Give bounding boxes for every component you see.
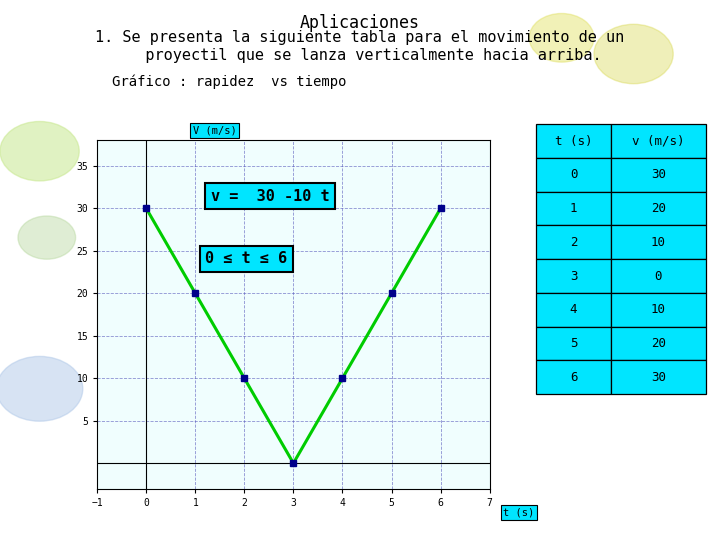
Text: Aplicaciones: Aplicaciones xyxy=(300,14,420,31)
Text: 10: 10 xyxy=(651,236,666,249)
Circle shape xyxy=(0,356,83,421)
Circle shape xyxy=(529,14,594,62)
Text: t (s): t (s) xyxy=(555,134,593,147)
FancyBboxPatch shape xyxy=(611,293,706,327)
Text: t (s): t (s) xyxy=(503,508,535,518)
FancyBboxPatch shape xyxy=(536,192,611,226)
FancyBboxPatch shape xyxy=(611,259,706,293)
FancyBboxPatch shape xyxy=(536,226,611,259)
Text: v =  30 -10 t: v = 30 -10 t xyxy=(210,188,329,204)
Text: 0: 0 xyxy=(570,168,577,181)
Text: 20: 20 xyxy=(651,202,666,215)
Circle shape xyxy=(18,216,76,259)
FancyBboxPatch shape xyxy=(611,361,706,394)
Text: 1. Se presenta la siguiente tabla para el movimiento de un: 1. Se presenta la siguiente tabla para e… xyxy=(95,30,625,45)
FancyBboxPatch shape xyxy=(536,327,611,361)
Text: 0: 0 xyxy=(654,269,662,282)
Text: v (m/s): v (m/s) xyxy=(632,134,685,147)
Text: 30: 30 xyxy=(651,371,666,384)
Text: 6: 6 xyxy=(570,371,577,384)
Text: proyectil que se lanza verticalmente hacia arriba.: proyectil que se lanza verticalmente hac… xyxy=(118,48,602,63)
FancyBboxPatch shape xyxy=(611,124,706,158)
Text: 5: 5 xyxy=(570,337,577,350)
Circle shape xyxy=(0,122,79,181)
FancyBboxPatch shape xyxy=(611,327,706,361)
FancyBboxPatch shape xyxy=(536,361,611,394)
FancyBboxPatch shape xyxy=(536,124,611,158)
Text: 4: 4 xyxy=(570,303,577,316)
Text: 20: 20 xyxy=(651,337,666,350)
Text: 10: 10 xyxy=(651,303,666,316)
Text: V (m/s): V (m/s) xyxy=(193,125,237,135)
Text: Gráfico : rapidez  vs tiempo: Gráfico : rapidez vs tiempo xyxy=(112,75,346,89)
FancyBboxPatch shape xyxy=(611,192,706,226)
Text: 3: 3 xyxy=(570,269,577,282)
FancyBboxPatch shape xyxy=(536,259,611,293)
Text: 2: 2 xyxy=(570,236,577,249)
Circle shape xyxy=(594,24,673,84)
FancyBboxPatch shape xyxy=(536,158,611,192)
Text: 30: 30 xyxy=(651,168,666,181)
Text: 0 ≤ t ≤ 6: 0 ≤ t ≤ 6 xyxy=(205,251,287,266)
FancyBboxPatch shape xyxy=(536,293,611,327)
FancyBboxPatch shape xyxy=(611,226,706,259)
FancyBboxPatch shape xyxy=(611,158,706,192)
Text: 1: 1 xyxy=(570,202,577,215)
